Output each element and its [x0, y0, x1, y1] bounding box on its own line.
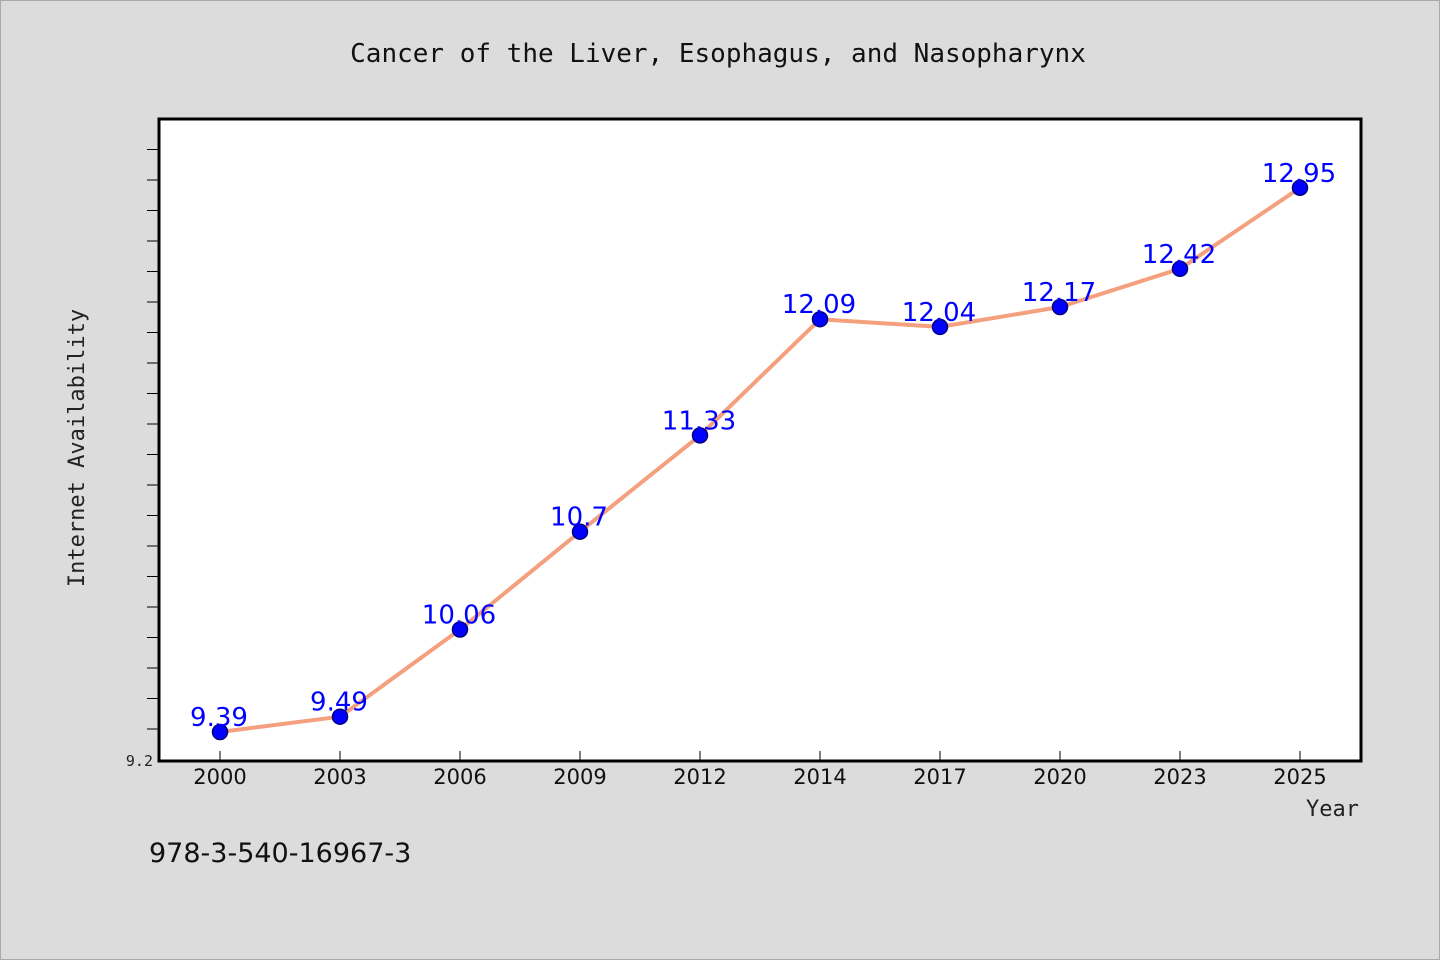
data-label: 12.09 — [782, 290, 856, 320]
plot-area — [157, 117, 1363, 763]
x-axis-ticks — [219, 751, 1301, 761]
x-axis-tick-labels: 2000 2003 2006 2009 2012 2014 2017 2020 2023 2025 — [193, 765, 1326, 789]
data-labels: 9.39 9.49 10.06 10.7 11.33 12.09 12.04 12.17 12.… — [190, 159, 1336, 733]
data-point — [691, 427, 709, 444]
data-label: 9.39 — [190, 703, 248, 733]
x-tick-label: 2009 — [553, 765, 606, 789]
data-point — [811, 310, 829, 328]
x-tick-label: 2014 — [793, 765, 846, 789]
y-tick-label-min: 9.2 — [126, 752, 153, 770]
data-label: 9.49 — [310, 688, 368, 718]
x-tick-label: 2012 — [673, 765, 726, 789]
data-label: 10.7 — [550, 503, 608, 533]
data-point — [931, 318, 949, 336]
x-tick-label: 2000 — [193, 765, 246, 789]
series-line — [218, 185, 1302, 734]
x-tick-label: 2025 — [1273, 765, 1326, 789]
data-point — [1051, 298, 1069, 316]
data-point — [1291, 179, 1309, 197]
x-tick-label: 2020 — [1033, 765, 1086, 789]
x-tick-label: 2023 — [1153, 765, 1206, 789]
data-points — [211, 179, 1309, 741]
data-label: 10.06 — [422, 601, 496, 631]
x-axis-title: Year — [1306, 797, 1359, 822]
y-axis-ticks — [147, 149, 159, 730]
data-label: 12.95 — [1262, 159, 1336, 189]
data-label: 12.04 — [902, 298, 976, 328]
x-tick-label: 2006 — [433, 765, 486, 789]
data-point — [331, 708, 349, 725]
data-point — [1171, 260, 1189, 278]
data-point — [451, 621, 469, 638]
data-point — [571, 523, 589, 540]
x-tick-label: 2003 — [313, 765, 366, 789]
data-point — [211, 723, 229, 741]
data-label: 12.42 — [1142, 240, 1216, 270]
footer-isbn: 978-3-540-16967-3 — [149, 838, 411, 869]
chart-title: Cancer of the Liver, Esophagus, and Naso… — [350, 39, 1086, 69]
x-tick-label: 2017 — [913, 765, 966, 789]
y-axis-title: Internet Availability — [65, 309, 90, 587]
data-label: 11.33 — [662, 406, 736, 436]
data-label: 12.17 — [1022, 278, 1096, 308]
